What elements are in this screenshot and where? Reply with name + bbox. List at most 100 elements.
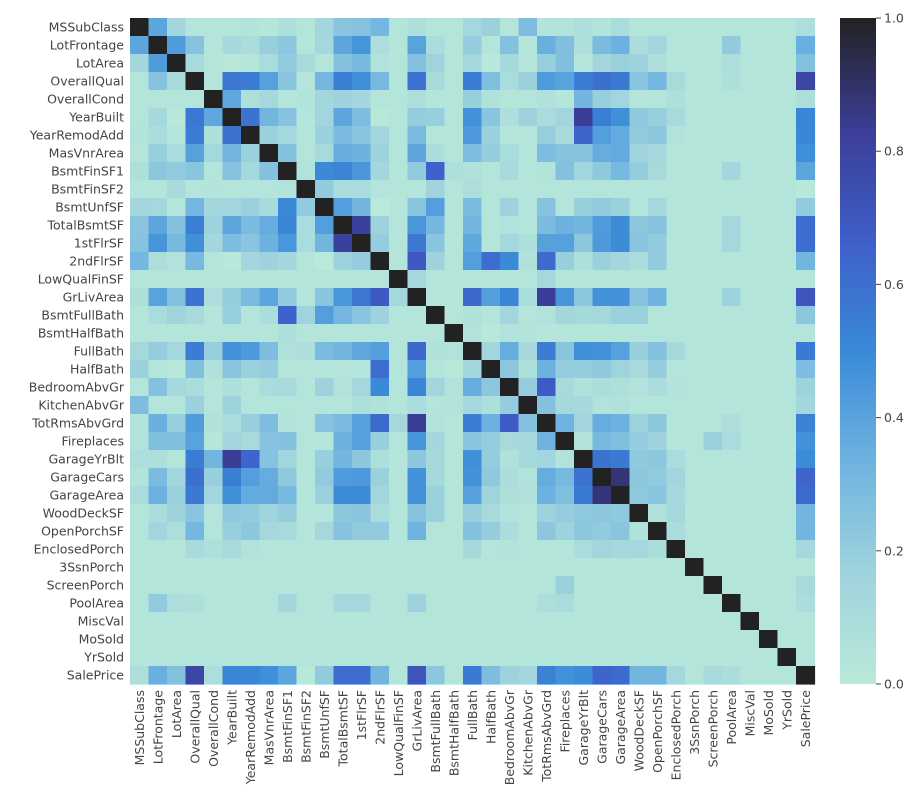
heatmap-cell-BsmtFullBath-BsmtFullBath	[426, 306, 446, 325]
heatmap-cell-TotalBsmtSF-OpenPorchSF	[648, 216, 668, 235]
heatmap-cell-TotRmsAbvGrd-OpenPorchSF	[648, 414, 668, 433]
heatmap-cell-KitchenAbvGr-YearBuilt	[222, 396, 242, 415]
x-tick-label: GarageCars	[594, 690, 609, 764]
heatmap-cell-LotFrontage-OpenPorchSF	[648, 36, 668, 55]
heatmap-cell-BsmtFinSF1-LowQualFinSF	[389, 162, 409, 181]
heatmap-cell-TotalBsmtSF-2ndFlrSF	[370, 216, 390, 235]
heatmap-cell-MoSold-YearRemodAdd	[241, 630, 261, 649]
heatmap-cell-GrLivArea-1stFlrSF	[352, 288, 372, 307]
heatmap-cell-GarageArea-Fireplaces	[555, 486, 575, 505]
heatmap-cell-KitchenAbvGr-MiscVal	[740, 396, 760, 415]
heatmap-cell-OverallCond-YearBuilt	[222, 90, 242, 109]
heatmap-cell-BsmtFinSF2-GarageArea	[611, 180, 631, 199]
heatmap-cell-MiscVal-PoolArea	[722, 612, 742, 631]
heatmap-cell-BsmtHalfBath-KitchenAbvGr	[518, 324, 538, 343]
heatmap-cell-GarageArea-MSSubClass	[130, 486, 150, 505]
heatmap-cell-YearBuilt-WoodDeckSF	[629, 108, 649, 127]
heatmap-cell-GarageArea-OpenPorchSF	[648, 486, 668, 505]
heatmap-cell-EnclosedPorch-KitchenAbvGr	[518, 540, 538, 559]
heatmap-cell-GarageCars-WoodDeckSF	[629, 468, 649, 487]
heatmap-cell-PoolArea-HalfBath	[481, 594, 501, 613]
heatmap-cell-PoolArea-PoolArea	[722, 594, 742, 613]
x-tick-label: BsmtUnfSF	[317, 690, 332, 759]
heatmap-cell-YrSold-MiscVal	[740, 648, 760, 667]
heatmap-cell-OpenPorchSF-MiscVal	[740, 522, 760, 541]
heatmap-cell-GarageCars-OpenPorchSF	[648, 468, 668, 487]
heatmap-cell-MiscVal-Fireplaces	[555, 612, 575, 631]
heatmap-cell-MasVnrArea-YearRemodAdd	[241, 144, 261, 163]
heatmap-cell-MasVnrArea-BsmtFullBath	[426, 144, 446, 163]
heatmap-cell-BedroomAbvGr-LotFrontage	[148, 378, 168, 397]
heatmap-cell-PoolArea-MasVnrArea	[259, 594, 279, 613]
heatmap-cell-OverallQual-BsmtUnfSF	[315, 72, 335, 91]
heatmap-cell-BsmtFinSF1-MSSubClass	[130, 162, 150, 181]
heatmap-cell-1stFlrSF-GrLivArea	[407, 234, 427, 253]
heatmap-cell-GarageYrBlt-1stFlrSF	[352, 450, 372, 469]
heatmap-cell-MoSold-EnclosedPorch	[666, 630, 686, 649]
heatmap-cell-MoSold-Fireplaces	[555, 630, 575, 649]
heatmap-cell-LowQualFinSF-PoolArea	[722, 270, 742, 289]
heatmap-cell-PoolArea-1stFlrSF	[352, 594, 372, 613]
heatmap-cell-BsmtFinSF2-KitchenAbvGr	[518, 180, 538, 199]
heatmap-cell-SalePrice-BedroomAbvGr	[500, 666, 520, 685]
x-tick-label: YearRemodAdd	[243, 690, 258, 785]
heatmap-cell-MiscVal-GarageArea	[611, 612, 631, 631]
heatmap-cell-BsmtHalfBath-MiscVal	[740, 324, 760, 343]
heatmap-cell-SalePrice-TotRmsAbvGrd	[537, 666, 557, 685]
heatmap-cell-ScreenPorch-OverallCond	[204, 576, 224, 595]
heatmap-cell-BsmtUnfSF-MoSold	[759, 198, 779, 217]
x-tick-label: BsmtHalfBath	[446, 690, 461, 776]
heatmap-cell-BsmtUnfSF-EnclosedPorch	[666, 198, 686, 217]
heatmap-cell-LotFrontage-2ndFlrSF	[370, 36, 390, 55]
heatmap-cell-BsmtFinSF2-LowQualFinSF	[389, 180, 409, 199]
heatmap-cell-BsmtFinSF1-ScreenPorch	[703, 162, 723, 181]
heatmap-cell-TotalBsmtSF-BsmtHalfBath	[444, 216, 464, 235]
heatmap-cell-YrSold-YearBuilt	[222, 648, 242, 667]
heatmap-cell-PoolArea-LotArea	[167, 594, 187, 613]
heatmap-cell-YrSold-BedroomAbvGr	[500, 648, 520, 667]
heatmap-cell-YrSold-YearRemodAdd	[241, 648, 261, 667]
heatmap-cell-OverallCond-OverallCond	[204, 90, 224, 109]
heatmap-cell-FullBath-OverallQual	[185, 342, 205, 361]
heatmap-cell-YearRemodAdd-LotFrontage	[148, 126, 168, 145]
heatmap-cell-HalfBath-LotFrontage	[148, 360, 168, 379]
heatmap-cell-OverallCond-OpenPorchSF	[648, 90, 668, 109]
heatmap-cell-KitchenAbvGr-MoSold	[759, 396, 779, 415]
heatmap-cell-BedroomAbvGr-HalfBath	[481, 378, 501, 397]
heatmap-cell-1stFlrSF-OverallCond	[204, 234, 224, 253]
heatmap-cell-YearRemodAdd-YearRemodAdd	[241, 126, 261, 145]
y-tick-label: GrLivArea	[63, 290, 124, 305]
heatmap-cell-BsmtUnfSF-TotalBsmtSF	[333, 198, 353, 217]
heatmap-cell-LowQualFinSF-YearBuilt	[222, 270, 242, 289]
heatmap-cell-BsmtUnfSF-TotRmsAbvGrd	[537, 198, 557, 217]
heatmap-cell-BsmtFinSF1-BsmtHalfBath	[444, 162, 464, 181]
heatmap-cell-BsmtHalfBath-LotArea	[167, 324, 187, 343]
heatmap-cell-HalfBath-BsmtFullBath	[426, 360, 446, 379]
heatmap-cell-OverallQual-LowQualFinSF	[389, 72, 409, 91]
heatmap-cell-2ndFlrSF-MiscVal	[740, 252, 760, 271]
heatmap-cell-2ndFlrSF-TotRmsAbvGrd	[537, 252, 557, 271]
heatmap-cell-SalePrice-Fireplaces	[555, 666, 575, 685]
heatmap-cell-FullBath-BedroomAbvGr	[500, 342, 520, 361]
heatmap-cell-Fireplaces-LotArea	[167, 432, 187, 451]
heatmap-cell-LowQualFinSF-FullBath	[463, 270, 483, 289]
heatmap-cell-TotRmsAbvGrd-GarageArea	[611, 414, 631, 433]
heatmap-cell-SalePrice-SalePrice	[796, 666, 816, 685]
heatmap-cell-GarageArea-EnclosedPorch	[666, 486, 686, 505]
heatmap-cell-MasVnrArea-MiscVal	[740, 144, 760, 163]
heatmap-cell-WoodDeckSF-MasVnrArea	[259, 504, 279, 523]
heatmap-cell-PoolArea-BsmtUnfSF	[315, 594, 335, 613]
heatmap-cell-1stFlrSF-MoSold	[759, 234, 779, 253]
heatmap-cell-YearBuilt-3SsnPorch	[685, 108, 705, 127]
heatmap-cell-BsmtHalfBath-OverallQual	[185, 324, 205, 343]
y-tick-label: ScreenPorch	[47, 578, 124, 593]
heatmap-cell-GarageArea-HalfBath	[481, 486, 501, 505]
heatmap-cell-HalfBath-GarageCars	[592, 360, 612, 379]
heatmap-cell-BsmtHalfBath-LowQualFinSF	[389, 324, 409, 343]
y-tick-label: WoodDeckSF	[43, 506, 124, 521]
heatmap-cell-FullBath-HalfBath	[481, 342, 501, 361]
heatmap-cell-MiscVal-YearBuilt	[222, 612, 242, 631]
heatmap-cell-GarageArea-2ndFlrSF	[370, 486, 390, 505]
heatmap-cell-YearRemodAdd-GarageArea	[611, 126, 631, 145]
heatmap-cell-YearBuilt-YearRemodAdd	[241, 108, 261, 127]
